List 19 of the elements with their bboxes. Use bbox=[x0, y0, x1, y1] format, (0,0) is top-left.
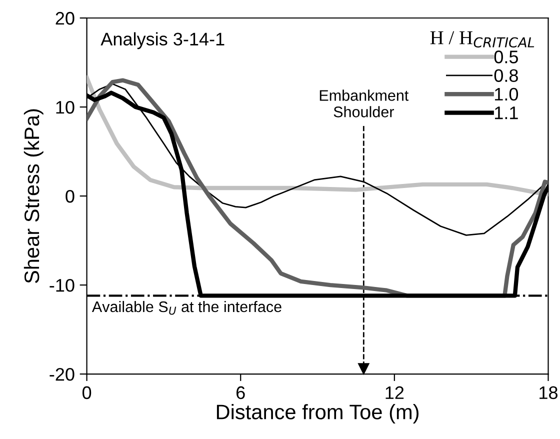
x-axis-title: Distance from Toe (m) bbox=[216, 404, 418, 424]
y-tick-label: 0 bbox=[66, 190, 74, 203]
legend-label: 0.5 bbox=[494, 50, 518, 64]
legend-title: H / H$_{CRITICAL}$ bbox=[430, 31, 534, 48]
x-tick-label: 6 bbox=[236, 386, 245, 400]
text: Analysis 3-14-1 bbox=[100, 32, 224, 50]
ref-line-label: Embankment Shoulder bbox=[320, 90, 409, 118]
y-tick-label: 20 bbox=[56, 12, 74, 25]
y-tick-label: 10 bbox=[56, 100, 74, 114]
legend-label: 0.8 bbox=[494, 69, 518, 82]
legend-label: 1.0 bbox=[495, 88, 518, 101]
y-axis-title: Shear Stress (kPa) bbox=[24, 109, 44, 284]
ref-line-label: Available S$_{U}$ at the interface bbox=[92, 300, 282, 315]
legend-label: 1.1 bbox=[495, 106, 518, 120]
y-tick-label: -10 bbox=[50, 278, 74, 292]
y-tick-label: -20 bbox=[50, 368, 74, 381]
x-tick-label: 12 bbox=[386, 386, 404, 399]
x-tick-label: 0 bbox=[82, 386, 92, 400]
x-tick-label: 18 bbox=[540, 386, 558, 400]
